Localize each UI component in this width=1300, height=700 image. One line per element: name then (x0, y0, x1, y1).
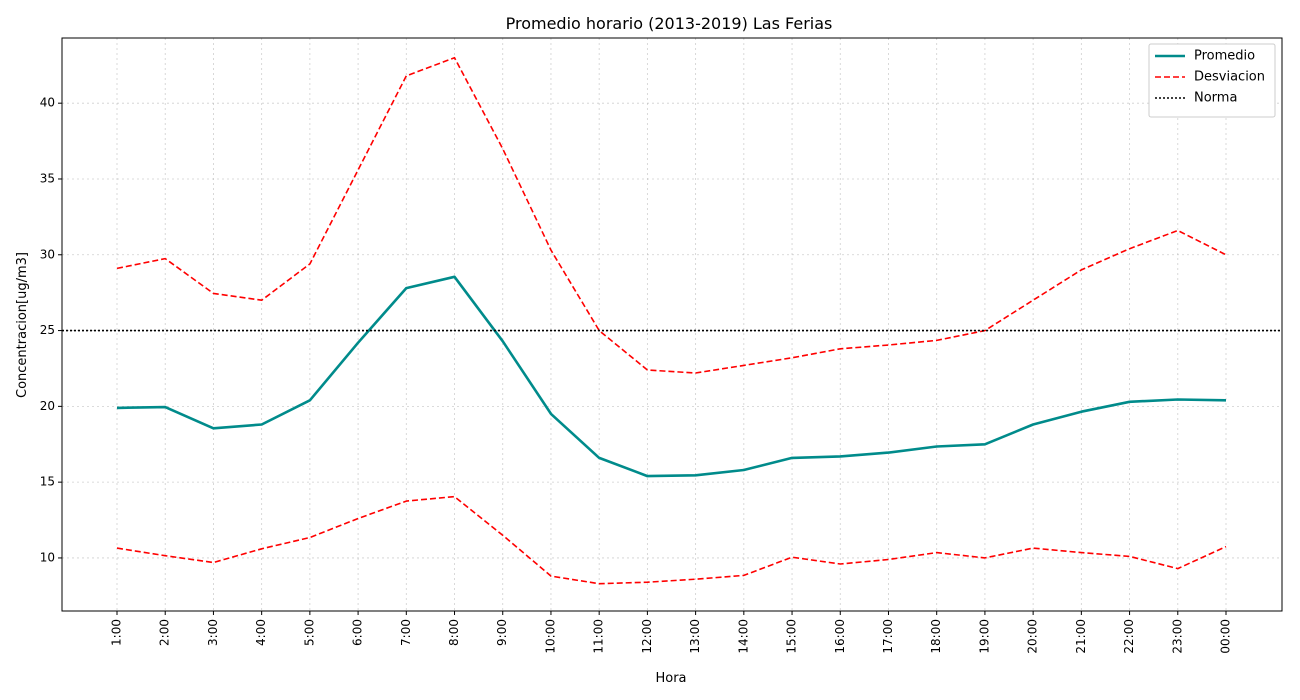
x-tick-label: 20:00 (1026, 619, 1040, 654)
x-tick-label: 19:00 (977, 619, 991, 654)
series-line-desviacion (116, 56, 1227, 374)
x-tick-label: 4:00 (254, 619, 268, 646)
x-tick-label: 21:00 (1074, 619, 1088, 654)
x-tick-label: 5:00 (302, 619, 316, 646)
y-axis-ticks: 10 15 20 25 30 35 40 (40, 96, 62, 564)
x-tick-label: 3:00 (206, 619, 220, 646)
y-tick-label: 20 (40, 399, 55, 413)
x-tick-label: 8:00 (447, 619, 461, 646)
x-tick-label: 23:00 (1170, 619, 1184, 654)
legend-label-promedio: Promedio (1194, 49, 1255, 64)
series-group (62, 56, 1282, 585)
x-tick-label: 1:00 (110, 619, 124, 646)
x-tick-label: 2:00 (158, 619, 172, 646)
legend-label-norma: Norma (1194, 91, 1237, 106)
y-axis-label: Concentracion[ug/m3] (15, 252, 30, 398)
x-axis-label: Hora (655, 671, 686, 686)
series-line-promedio (116, 275, 1227, 478)
y-tick-label: 30 (40, 247, 55, 261)
y-tick-label: 15 (40, 475, 55, 489)
x-tick-label: 16:00 (833, 619, 847, 654)
x-tick-label: 11:00 (592, 619, 606, 654)
x-tick-label: 7:00 (399, 619, 413, 646)
x-tick-label: 6:00 (351, 619, 365, 646)
legend: Promedio Desviacion Norma (1148, 43, 1276, 118)
x-tick-label: 13:00 (688, 619, 702, 654)
y-tick-label: 35 (40, 171, 55, 185)
plot-frame (61, 37, 1283, 612)
x-tick-label: 18:00 (929, 619, 943, 654)
x-tick-label: 9:00 (495, 619, 509, 646)
x-tick-label: 17:00 (881, 619, 895, 654)
y-tick-label: 25 (40, 323, 55, 337)
chart-title: Promedio horario (2013-2019) Las Ferias (506, 14, 833, 33)
x-tick-label: 10:00 (543, 619, 557, 654)
x-tick-label: 12:00 (640, 619, 654, 654)
x-tick-label: 00:00 (1219, 619, 1233, 654)
y-tick-label: 40 (40, 96, 55, 110)
y-tick-label: 10 (40, 550, 55, 564)
x-tick-label: 22:00 (1122, 619, 1136, 654)
legend-label-desviacion: Desviacion (1194, 70, 1265, 85)
series-line-series-2 (116, 495, 1227, 585)
x-tick-label: 14:00 (736, 619, 750, 654)
x-tick-label: 15:00 (785, 619, 799, 654)
x-axis-ticks: 1:00 2:00 3:00 4:00 5:00 6:00 7:00 8:00 9:00 10:0… (110, 611, 1233, 654)
